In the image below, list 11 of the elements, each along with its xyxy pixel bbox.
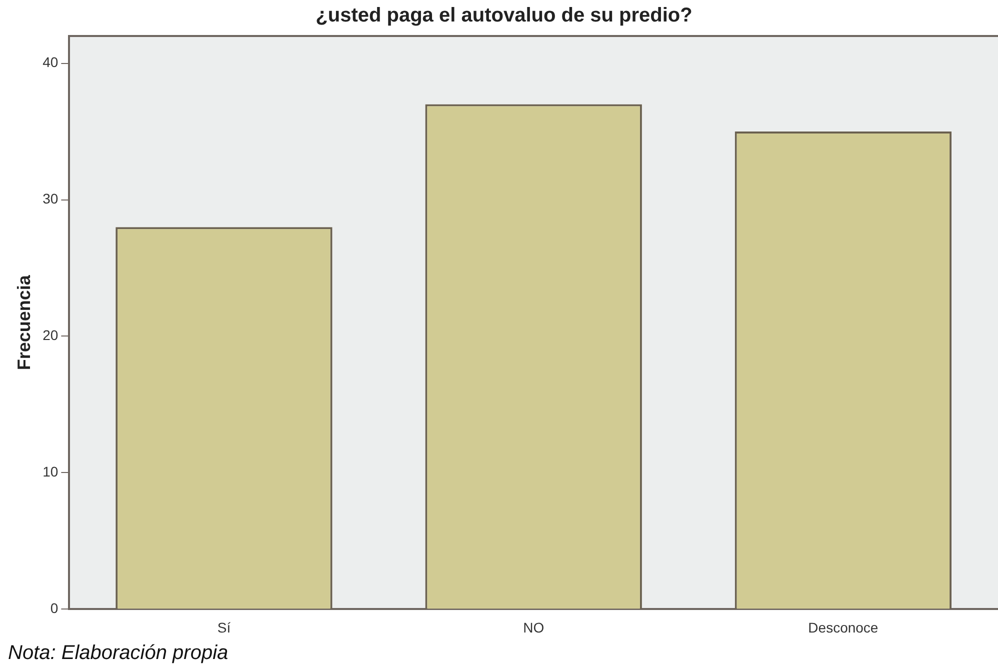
- x-tick-label: NO: [523, 619, 544, 636]
- y-axis-title: Frecuencia: [14, 274, 34, 370]
- y-tick-label: 20: [42, 327, 58, 344]
- y-tick-label: 0: [50, 600, 58, 616]
- y-tick-label: 10: [42, 464, 58, 480]
- chart-title: ¿usted paga el autovaluo de su predio?: [316, 4, 692, 27]
- text: Nota: Elaboración propia: [8, 642, 228, 665]
- y-tick-label: 40: [42, 54, 58, 70]
- y-tick-label: 30: [42, 190, 58, 207]
- x-tick-label: Desconoce: [808, 619, 878, 636]
- x-tick-label: Sí: [217, 619, 231, 636]
